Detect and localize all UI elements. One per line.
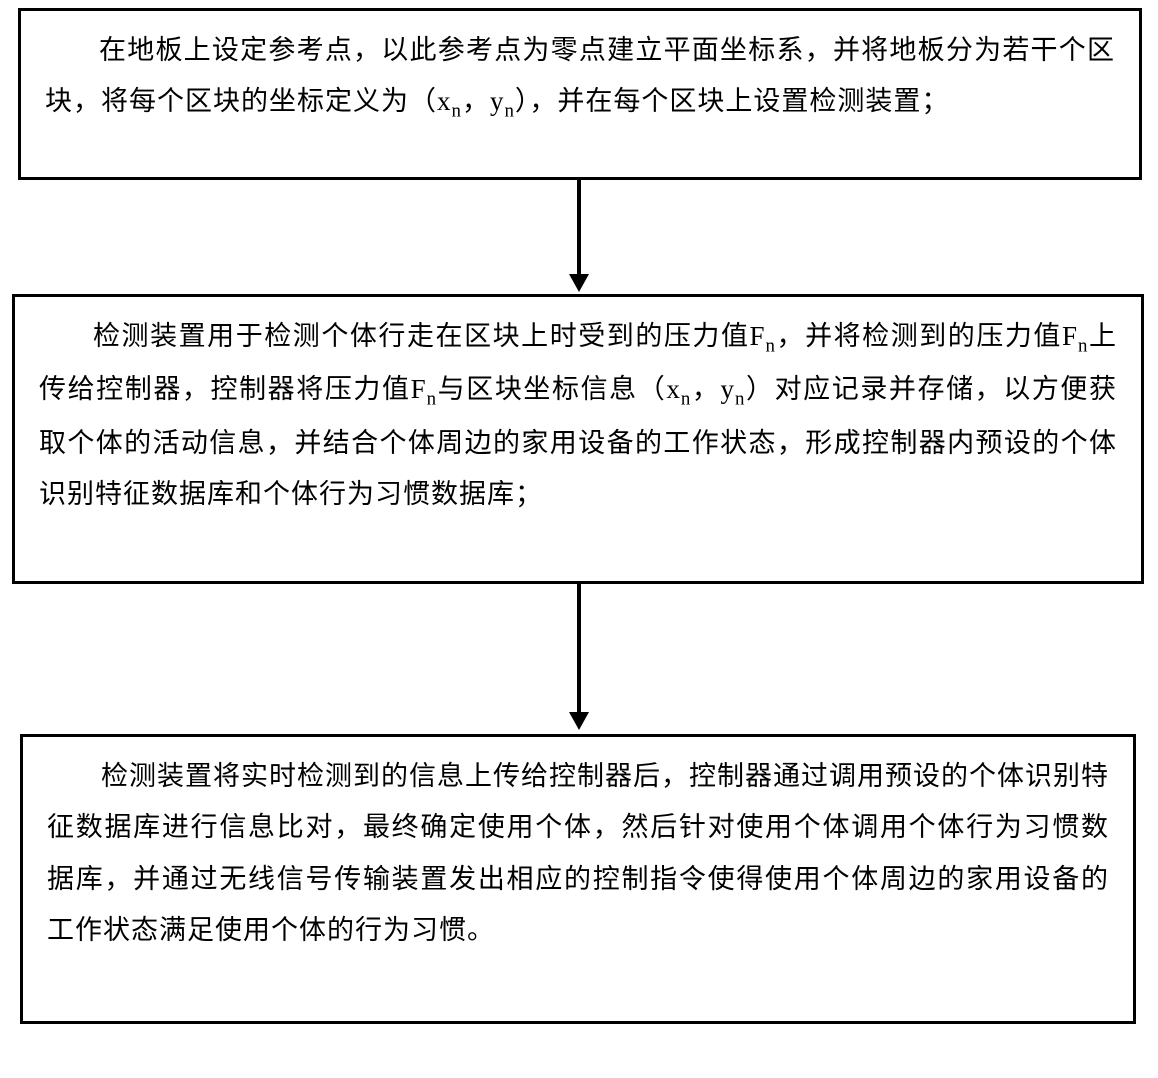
step1-content: 在地板上设定参考点，以此参考点为零点建立平面坐标系，并将地板分为若干个区块，将每… — [45, 35, 1115, 116]
step3-text: 检测装置将实时检测到的信息上传给控制器后，控制器通过调用预设的个体识别特征数据库… — [47, 751, 1109, 956]
arrow-1-line — [577, 180, 581, 276]
step2-text: 检测装置用于检测个体行走在区块上时受到的压力值Fn，并将检测到的压力值Fn上传给… — [39, 311, 1117, 520]
arrow-1-head — [569, 274, 589, 292]
arrow-2-line — [577, 584, 581, 714]
step3-content: 检测装置将实时检测到的信息上传给控制器后，控制器通过调用预设的个体识别特征数据库… — [47, 761, 1109, 945]
flowchart-container: 在地板上设定参考点，以此参考点为零点建立平面坐标系，并将地板分为若干个区块，将每… — [0, 0, 1158, 1078]
flowchart-step-1: 在地板上设定参考点，以此参考点为零点建立平面坐标系，并将地板分为若干个区块，将每… — [18, 8, 1142, 180]
flowchart-step-3: 检测装置将实时检测到的信息上传给控制器后，控制器通过调用预设的个体识别特征数据库… — [20, 734, 1136, 1024]
arrow-2-head — [569, 712, 589, 730]
step1-text: 在地板上设定参考点，以此参考点为零点建立平面坐标系，并将地板分为若干个区块，将每… — [45, 25, 1115, 130]
flowchart-step-2: 检测装置用于检测个体行走在区块上时受到的压力值Fn，并将检测到的压力值Fn上传给… — [12, 294, 1144, 584]
step2-content: 检测装置用于检测个体行走在区块上时受到的压力值Fn，并将检测到的压力值Fn上传给… — [39, 321, 1117, 509]
